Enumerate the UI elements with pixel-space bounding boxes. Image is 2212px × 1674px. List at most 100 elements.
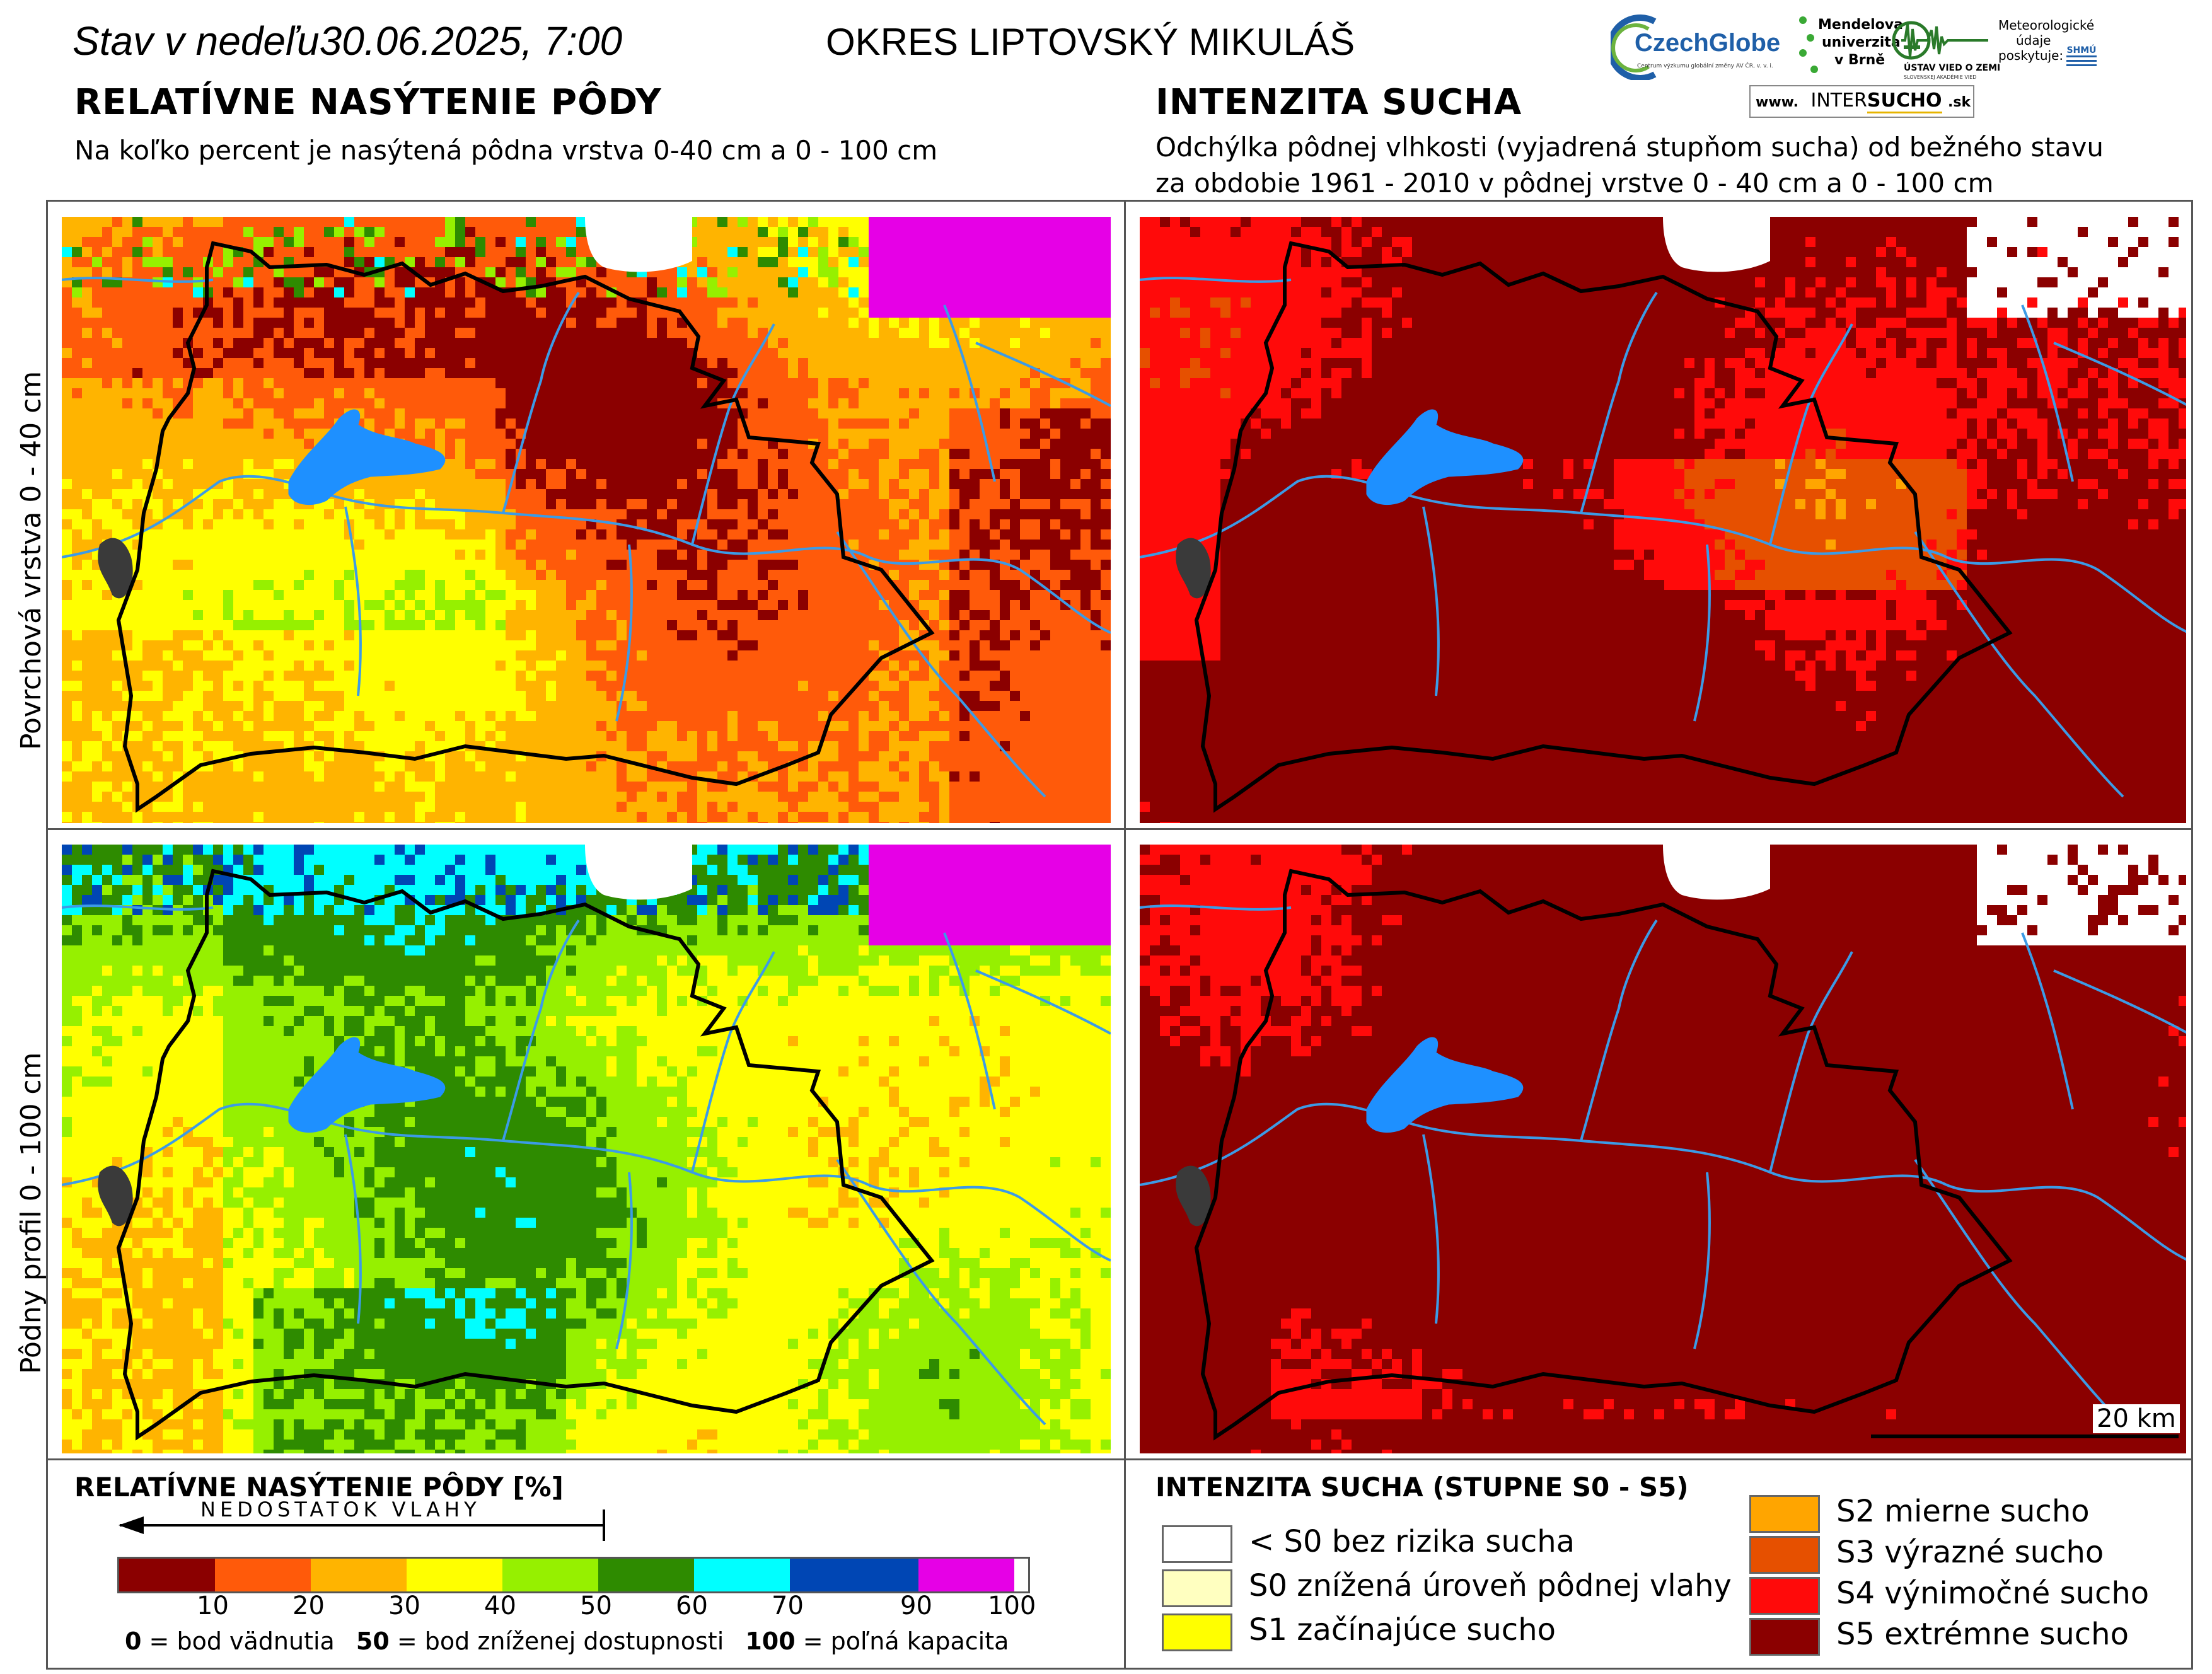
river-1 xyxy=(1580,291,1658,514)
town-area xyxy=(98,538,133,599)
map-saturation-profile[interactable] xyxy=(62,845,1111,1453)
river-7 xyxy=(943,932,996,1110)
legend-saturation-title: RELATÍVNE NASÝTENIE PÔDY [%] xyxy=(74,1472,564,1503)
drought-swatch-left-1 xyxy=(1162,1569,1232,1607)
map-drought-profile-svg xyxy=(1140,845,2186,1453)
river-3 xyxy=(1914,1158,2124,1426)
saturation-color-bar xyxy=(117,1557,1030,1593)
ustav-name: ÚSTAV VIED O ZEMI xyxy=(1904,63,2000,73)
saturation-tick-10: 10 xyxy=(197,1591,229,1620)
drought-label-right-2: S4 výnimočné sucho xyxy=(1836,1576,2149,1611)
river-5 xyxy=(615,1172,633,1349)
note-50-text: = bod zníženej dostupnosti xyxy=(390,1627,724,1655)
drought-label-left-1: S0 znížená úroveň pôdnej vlahy xyxy=(1249,1568,1732,1603)
intersucho-link[interactable]: www. INTERSUCHO .sk xyxy=(1749,85,1974,118)
river-2 xyxy=(1769,951,1853,1173)
czechglobe-name: CzechGlobe xyxy=(1635,29,1780,57)
deficit-arrow-stop xyxy=(603,1509,605,1541)
drought-subtitle-2: za obdobie 1961 - 2010 v pôdnej vrstve 0… xyxy=(1155,165,1993,201)
drought-swatch-right-1 xyxy=(1749,1536,1820,1574)
drought-label-right-0: S2 mierne sucho xyxy=(1836,1494,2090,1529)
arrow-left-icon xyxy=(119,1516,144,1534)
drought-label-left-2: S1 začínajúce sucho xyxy=(1249,1612,1556,1648)
district-border xyxy=(116,241,935,813)
note-100-text: = poľná kapacita xyxy=(796,1627,1009,1655)
map-drought-profile[interactable] xyxy=(1140,845,2186,1453)
drought-swatch-left-0 xyxy=(1162,1525,1232,1563)
mendelu-line-1: Mendelova xyxy=(1818,16,1903,34)
deficit-arrow-line xyxy=(120,1524,604,1527)
saturation-tick-40: 40 xyxy=(484,1591,516,1620)
saturation-bin-100 xyxy=(918,1559,1014,1591)
town-area xyxy=(1176,538,1211,599)
river-2 xyxy=(691,951,775,1173)
saturation-bin-20 xyxy=(215,1559,311,1591)
meteo-line-1: Meteorologické xyxy=(1998,18,2099,33)
district-border xyxy=(1194,869,2013,1441)
drought-swatch-right-0 xyxy=(1749,1495,1820,1533)
saturation-title: RELATÍVNE NASÝTENIE PÔDY xyxy=(74,82,662,123)
raster-layer xyxy=(1140,845,2186,1453)
map-drought-topsoil[interactable] xyxy=(1140,217,2186,823)
district-border xyxy=(1194,241,2013,813)
river-4 xyxy=(1422,1134,1440,1324)
scale-bar-label: 20 km xyxy=(2093,1404,2180,1433)
czechglobe-subtext: Centrum výzkumu globální změny AV ČR, v.… xyxy=(1637,63,1773,69)
river-3 xyxy=(836,531,1046,798)
czechglobe-logo: CzechGlobe Centrum výzkumu globální změn… xyxy=(1606,14,1797,81)
town-area xyxy=(1176,1165,1211,1227)
river-4 xyxy=(344,506,362,696)
intersucho-name-1: INTER xyxy=(1810,89,1867,112)
map-saturation-topsoil[interactable] xyxy=(62,217,1111,823)
outside-area xyxy=(585,845,692,900)
river-1 xyxy=(1580,919,1658,1141)
map-saturation-topsoil-svg xyxy=(62,217,1111,823)
drought-subtitle-1: Odchýlka pôdnej vlhkosti (vyjadrená stup… xyxy=(1155,129,2104,165)
drought-label-right-1: S3 výrazné sucho xyxy=(1836,1535,2104,1570)
shmu-logo-text: SHMÚ xyxy=(2066,45,2097,57)
river-0 xyxy=(62,1102,1111,1262)
river-4 xyxy=(1422,506,1440,696)
saturation-bin-90 xyxy=(790,1559,918,1591)
drought-swatch-right-3 xyxy=(1749,1618,1820,1656)
note-100-value: 100 xyxy=(745,1627,795,1655)
raster-layer xyxy=(1140,217,2186,823)
mendelu-logo: Mendelova univerzita v Brně xyxy=(1797,14,1903,83)
river-0 xyxy=(1140,1102,2186,1261)
row-label-topsoil: Povrchová vrstva 0 - 40 cm xyxy=(15,371,47,750)
scale-bar xyxy=(1871,1434,2179,1438)
drought-label-right-3: S5 extrémne sucho xyxy=(1836,1617,2129,1652)
intersucho-tld: .sk xyxy=(1948,95,1971,110)
saturation-bin-10 xyxy=(119,1559,215,1591)
river-6 xyxy=(1140,904,2186,1034)
ustav-vied-o-zemi-logo: ÚSTAV VIED O ZEMI SLOVENSKEJ AKADÉMIE VI… xyxy=(1890,18,2000,81)
saturation-tick-50: 50 xyxy=(580,1591,612,1620)
river-0 xyxy=(62,475,1111,634)
report-date: Stav v nedeľu30.06.2025, 7:00 xyxy=(72,18,622,64)
outside-area xyxy=(585,217,692,272)
district-border xyxy=(116,869,935,1441)
river-3 xyxy=(836,1158,1046,1426)
saturation-bin-50 xyxy=(502,1559,598,1591)
reservoir-liptovska-mara xyxy=(288,1037,446,1133)
district-name: OKRES LIPTOVSKÝ MIKULÁŠ xyxy=(826,20,1355,64)
outside-area xyxy=(1663,217,1770,272)
river-6 xyxy=(62,904,1111,1035)
note-0-value: 0 xyxy=(125,1627,141,1655)
saturation-tick-70: 70 xyxy=(772,1591,804,1620)
river-2 xyxy=(691,323,775,545)
saturation-tick-20: 20 xyxy=(292,1591,325,1620)
river-6 xyxy=(62,277,1111,407)
reservoir-liptovska-mara xyxy=(1366,1037,1524,1133)
meteo-line-3: poskytuje: xyxy=(1998,48,2099,63)
river-0 xyxy=(1140,475,2186,633)
drought-swatch-right-2 xyxy=(1749,1577,1820,1615)
saturation-tick-60: 60 xyxy=(676,1591,708,1620)
river-6 xyxy=(1140,277,2186,407)
reservoir-liptovska-mara xyxy=(1366,409,1524,505)
river-7 xyxy=(2021,932,2074,1110)
saturation-bin-60 xyxy=(598,1559,694,1591)
saturation-subtitle: Na koľko percent je nasýtená pôdna vrstv… xyxy=(74,132,937,168)
drought-title: INTENZITA SUCHA xyxy=(1155,82,1522,123)
outside-area xyxy=(1663,845,1770,900)
